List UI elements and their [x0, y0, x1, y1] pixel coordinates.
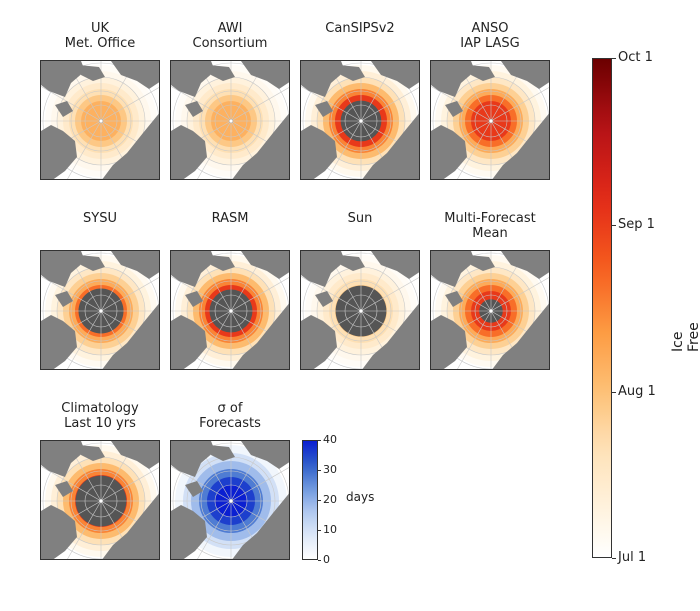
colorbar-tick: Oct 1: [618, 50, 653, 65]
colorbar-tick: Jul 1: [618, 550, 646, 565]
panel-title: Multi-Forecast Mean: [425, 212, 555, 242]
map-panel: [170, 440, 290, 560]
colorbar-sigma-tick: 30: [323, 463, 337, 476]
colorbar-sigma: [302, 440, 318, 560]
colorbar-label: Ice Free Day: [670, 322, 700, 352]
panel-title: σ of Forecasts: [165, 402, 295, 432]
colorbar-ice-free-day: [592, 58, 612, 558]
panel-title: Climatology Last 10 yrs: [35, 402, 165, 432]
figure-root: UK Met. OfficeAWI ConsortiumCanSIPSv2ANS…: [0, 0, 700, 611]
panel-title: SYSU: [35, 212, 165, 227]
panel-title: CanSIPSv2: [295, 22, 425, 37]
map-panel: [40, 440, 160, 560]
map-panel: [430, 60, 550, 180]
colorbar-sigma-label: days: [346, 490, 374, 504]
colorbar-sigma-tick: 10: [323, 523, 337, 536]
colorbar-tick: Aug 1: [618, 384, 656, 399]
panel-title: ANSO IAP LASG: [425, 22, 555, 52]
colorbar-sigma-tick: 0: [323, 553, 330, 566]
map-panel: [300, 60, 420, 180]
panel-title: UK Met. Office: [35, 22, 165, 52]
colorbar-tick: Sep 1: [618, 217, 655, 232]
map-panel: [40, 250, 160, 370]
panel-title: Sun: [295, 212, 425, 227]
panel-title: RASM: [165, 212, 295, 227]
map-panel: [430, 250, 550, 370]
map-panel: [170, 250, 290, 370]
colorbar-sigma-tick: 40: [323, 433, 337, 446]
map-panel: [170, 60, 290, 180]
panel-title: AWI Consortium: [165, 22, 295, 52]
colorbar-sigma-tick: 20: [323, 493, 337, 506]
map-panel: [40, 60, 160, 180]
map-panel: [300, 250, 420, 370]
